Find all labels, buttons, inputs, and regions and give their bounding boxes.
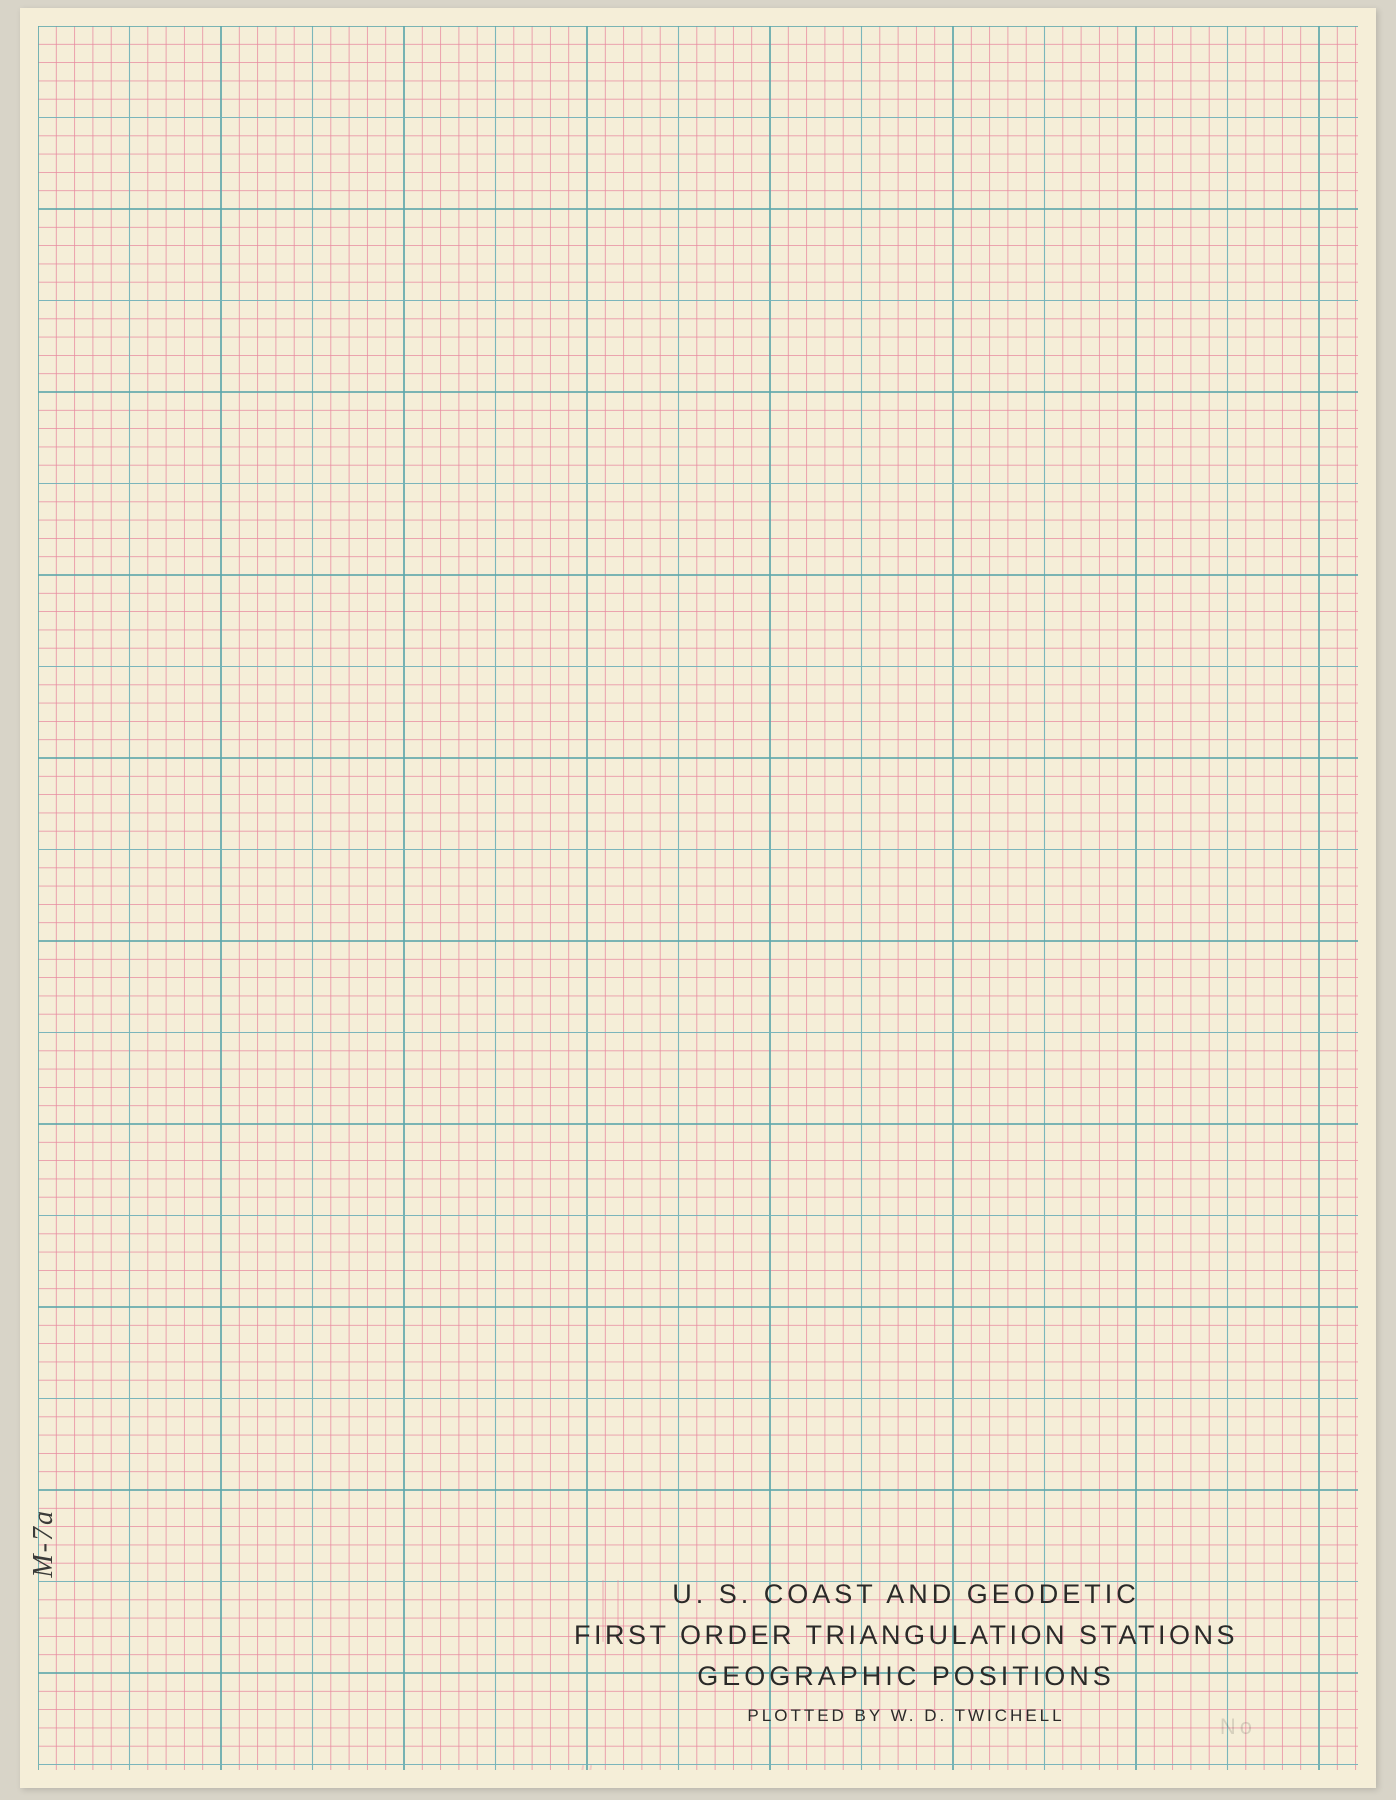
title-block: U. S. COAST AND GEODETIC FIRST ORDER TRI… [496,1579,1316,1726]
title-line-1: U. S. COAST AND GEODETIC [496,1579,1316,1610]
title-byline: PLOTTED BY W. D. TWICHELL [496,1706,1316,1726]
pencil-scratch-marks [38,26,1358,1770]
graph-paper-sheet: U. S. COAST AND GEODETIC FIRST ORDER TRI… [20,8,1376,1788]
faint-footer-text: No [1220,1714,1256,1740]
grid-area [38,26,1358,1770]
title-line-3: GEOGRAPHIC POSITIONS [496,1661,1316,1692]
side-margin-label: M-7a [28,1509,60,1578]
title-line-2: FIRST ORDER TRIANGULATION STATIONS [496,1620,1316,1651]
